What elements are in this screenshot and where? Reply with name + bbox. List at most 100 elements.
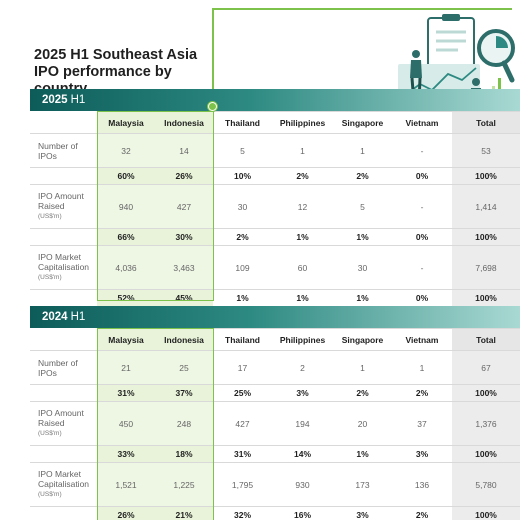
- row-label: IPO Market Capitalisation (US$'m): [30, 245, 97, 290]
- row-label-blank: [30, 167, 97, 185]
- metric-unit: (US$'m): [38, 274, 62, 281]
- table-cell: 60: [272, 245, 333, 290]
- table-cell: 10%: [213, 167, 272, 185]
- table-cell: 30: [333, 245, 392, 290]
- table-cell: 194: [272, 401, 333, 446]
- row-label: IPO Market Capitalisation (US$'m): [30, 462, 97, 507]
- table-cell: 1%: [333, 228, 392, 246]
- row-label-blank: [30, 289, 97, 307]
- column-header-thailand: Thailand: [213, 111, 272, 134]
- table-row-share: 31% 37% 25% 3% 2% 2% 100%: [30, 384, 520, 402]
- table-cell: 2%: [333, 167, 392, 185]
- table-cell: 1%: [333, 289, 392, 307]
- section-year: 2024: [42, 311, 68, 323]
- table-row-amount-raised: IPO Amount Raised (US$'m) 450 248 427 194…: [30, 401, 520, 446]
- table-row-number-of-ipos: Number of IPOs 32 14 5 1 1 - 53: [30, 133, 520, 168]
- table-header-row: Malaysia Indonesia Thailand Philippines …: [30, 328, 520, 351]
- table-row-market-cap: IPO Market Capitalisation (US$'m) 1,521 1…: [30, 462, 520, 507]
- metric-label: IPO Amount Raised: [38, 191, 84, 211]
- accent-line-vertical: [212, 8, 214, 106]
- column-header-singapore: Singapore: [333, 111, 392, 134]
- row-label-blank: [30, 445, 97, 463]
- table-cell: 67: [452, 350, 520, 385]
- table-cell: 3%: [333, 506, 392, 520]
- section-half: H1: [70, 94, 86, 106]
- section-header-2024: 2024 H1: [30, 306, 520, 328]
- table-cell: 53: [452, 133, 520, 168]
- header-blank: [30, 328, 97, 351]
- table-cell: 2: [272, 350, 333, 385]
- table-cell: 66%: [97, 228, 155, 246]
- table-cell: 248: [155, 401, 213, 446]
- column-header-total: Total: [452, 111, 520, 134]
- table-cell: 3,463: [155, 245, 213, 290]
- table-row-share: 52% 45% 1% 1% 1% 0% 100%: [30, 289, 520, 307]
- table-cell: 1%: [272, 289, 333, 307]
- table-cell: 21%: [155, 506, 213, 520]
- table-cell: 1,225: [155, 462, 213, 507]
- table-cell: 136: [392, 462, 452, 507]
- accent-dot: [208, 102, 217, 111]
- table-cell: 1: [392, 350, 452, 385]
- table-cell: 14: [155, 133, 213, 168]
- table-cell: 7,698: [452, 245, 520, 290]
- table-cell: 3%: [392, 445, 452, 463]
- row-label: IPO Amount Raised (US$'m): [30, 184, 97, 229]
- table-cell: 16%: [272, 506, 333, 520]
- table-cell: 26%: [97, 506, 155, 520]
- ipo-table-2024: Malaysia Indonesia Thailand Philippines …: [30, 328, 520, 520]
- row-label-blank: [30, 384, 97, 402]
- table-cell: 0%: [392, 289, 452, 307]
- table-cell: -: [392, 184, 452, 229]
- table-cell: 25: [155, 350, 213, 385]
- table-cell: 14%: [272, 445, 333, 463]
- metric-unit: (US$'m): [38, 491, 62, 498]
- row-label: IPO Amount Raised (US$'m): [30, 401, 97, 446]
- table-cell: 5,780: [452, 462, 520, 507]
- table-cell: 1,414: [452, 184, 520, 229]
- column-header-malaysia: Malaysia: [97, 328, 155, 351]
- table-row-share: 33% 18% 31% 14% 1% 3% 100%: [30, 445, 520, 463]
- table-cell: 100%: [452, 506, 520, 520]
- accent-line-horizontal: [212, 8, 512, 10]
- table-cell: 1%: [333, 445, 392, 463]
- table-cell: 30: [213, 184, 272, 229]
- table-cell: 52%: [97, 289, 155, 307]
- table-cell: 100%: [452, 445, 520, 463]
- table-cell: 30%: [155, 228, 213, 246]
- metric-unit: (US$'m): [38, 213, 62, 220]
- column-header-singapore: Singapore: [333, 328, 392, 351]
- table-cell: 1,376: [452, 401, 520, 446]
- table-cell: 2%: [392, 384, 452, 402]
- section-header-2025: 2025 H1: [30, 89, 520, 111]
- table-cell: 31%: [97, 384, 155, 402]
- table-cell: 1: [333, 133, 392, 168]
- column-header-philippines: Philippines: [272, 328, 333, 351]
- row-label-blank: [30, 228, 97, 246]
- table-cell: 2%: [272, 167, 333, 185]
- column-header-philippines: Philippines: [272, 111, 333, 134]
- table-cell: 450: [97, 401, 155, 446]
- metric-label: Number of IPOs: [38, 357, 78, 378]
- table-cell: 20: [333, 401, 392, 446]
- table-cell: 173: [333, 462, 392, 507]
- table-cell: 5: [333, 184, 392, 229]
- metric-label: Number of IPOs: [38, 140, 78, 161]
- table-cell: 2%: [213, 228, 272, 246]
- metric-label: IPO Market Capitalisation: [38, 252, 90, 272]
- column-header-vietnam: Vietnam: [392, 328, 452, 351]
- metric-unit: (US$'m): [38, 430, 62, 437]
- table-cell: 427: [213, 401, 272, 446]
- ipo-table-2025: Malaysia Indonesia Thailand Philippines …: [30, 111, 520, 307]
- table-cell: 100%: [452, 384, 520, 402]
- table-row-share: 60% 26% 10% 2% 2% 0% 100%: [30, 167, 520, 185]
- table-row-market-cap: IPO Market Capitalisation (US$'m) 4,036 3…: [30, 245, 520, 290]
- table-cell: -: [392, 133, 452, 168]
- table-cell: 2%: [333, 384, 392, 402]
- table-cell: 1: [272, 133, 333, 168]
- table-cell: 100%: [452, 289, 520, 307]
- table-cell: 0%: [392, 167, 452, 185]
- metric-label: IPO Market Capitalisation: [38, 469, 90, 489]
- table-cell: 1: [333, 350, 392, 385]
- table-row-number-of-ipos: Number of IPOs 21 25 17 2 1 1 67: [30, 350, 520, 385]
